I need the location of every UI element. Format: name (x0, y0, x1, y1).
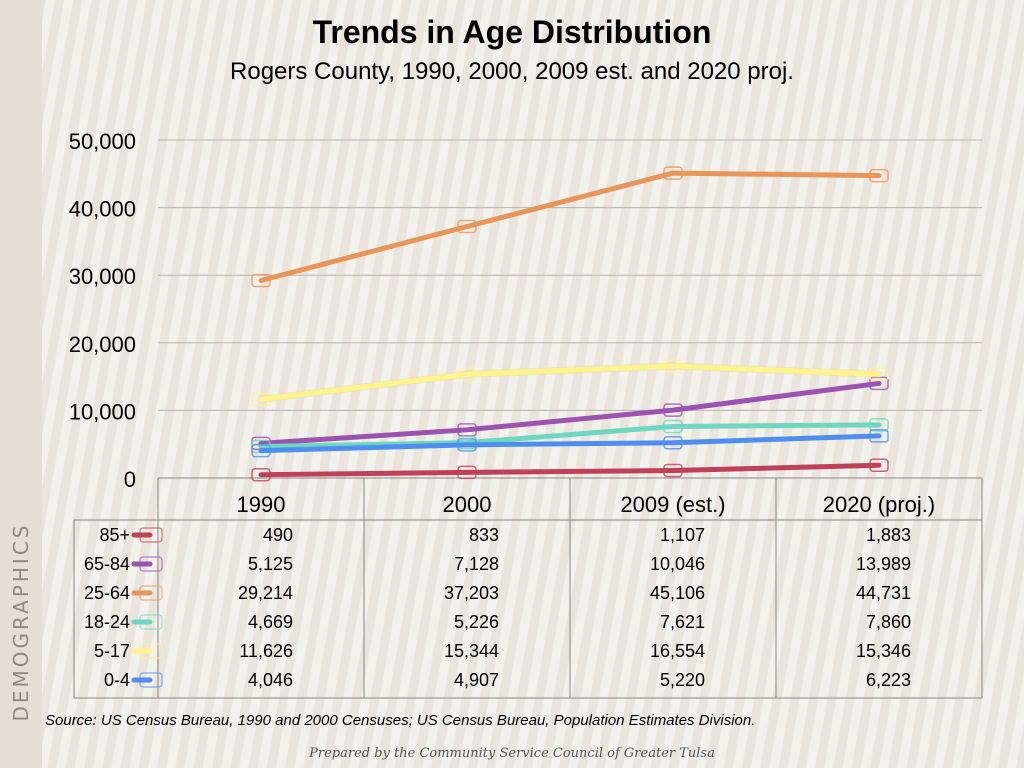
data-marker (251, 443, 271, 458)
series-line (258, 462, 882, 478)
table-value: 13,989 (856, 554, 911, 574)
table-value: 1,107 (660, 525, 705, 545)
data-marker (251, 467, 271, 482)
legend-label: 65-84 (84, 554, 130, 574)
y-tick-label: 30,000 (69, 264, 136, 289)
table-value: 15,346 (856, 641, 911, 661)
data-marker (663, 419, 683, 434)
y-tick-label: 0 (124, 467, 136, 492)
data-marker (663, 403, 683, 417)
legend-label: 18-24 (84, 612, 130, 632)
source-note: Source: US Census Bureau, 1990 and 2000 … (45, 712, 756, 729)
table-value: 37,203 (444, 583, 499, 603)
legend-marker (139, 614, 163, 630)
table-value: 5,226 (454, 612, 499, 632)
table-value: 4,046 (248, 670, 293, 690)
data-marker (663, 359, 683, 373)
table-value: 6,223 (866, 670, 911, 690)
y-tick-label: 50,000 (69, 129, 136, 154)
data-marker (663, 463, 683, 478)
data-marker (251, 273, 271, 288)
table-value: 29,214 (238, 583, 293, 603)
data-marker (251, 392, 271, 407)
table-value: 7,621 (660, 612, 705, 632)
series-line (258, 380, 882, 446)
legend-label: 25-64 (84, 583, 130, 603)
data-marker (663, 435, 683, 450)
data-marker (869, 458, 889, 473)
data-marker (869, 367, 889, 382)
table-value: 10,046 (650, 554, 705, 574)
table-value: 45,106 (650, 583, 705, 603)
category-label: 2009 (est.) (620, 492, 725, 517)
table-value: 15,344 (444, 641, 499, 661)
legend-marker (139, 527, 163, 543)
y-tick-label: 40,000 (69, 197, 136, 222)
table-value: 4,669 (248, 612, 293, 632)
data-marker (457, 219, 477, 234)
legend-label: 5-17 (94, 641, 130, 661)
data-marker (457, 423, 477, 437)
series-line (258, 170, 882, 284)
legend-marker (139, 672, 163, 688)
table-value: 16,554 (650, 641, 705, 661)
table-value: 490 (263, 525, 293, 545)
legend-marker (139, 556, 163, 572)
table-value: 4,907 (454, 670, 499, 690)
legend-marker (139, 585, 163, 601)
chart-title: Trends in Age Distribution (312, 14, 712, 50)
data-marker (457, 367, 477, 382)
data-marker (457, 438, 477, 452)
data-marker (869, 429, 889, 443)
data-marker (663, 166, 683, 180)
series-line (258, 433, 882, 454)
data-marker (869, 168, 889, 183)
chart-subtitle: Rogers County, 1990, 2000, 2009 est. and… (230, 58, 794, 85)
y-tick-label: 20,000 (69, 332, 136, 357)
legend-marker (139, 643, 163, 659)
prepared-by-note: Prepared by the Community Service Counci… (309, 746, 715, 761)
legend-label: 85+ (99, 525, 130, 545)
category-label: 2020 (proj.) (823, 492, 936, 517)
table-value: 833 (469, 525, 499, 545)
table-value: 11,626 (239, 641, 293, 661)
series-line (258, 363, 882, 402)
category-label: 1990 (237, 492, 286, 517)
table-value: 44,731 (856, 583, 911, 603)
table-value: 5,220 (660, 670, 705, 690)
category-label: 2000 (443, 492, 492, 517)
legend-label: 0-4 (104, 670, 130, 690)
table-value: 7,860 (866, 612, 911, 632)
data-marker (457, 465, 477, 480)
table-value: 1,883 (866, 525, 911, 545)
sidebar: DEMOGRAPHICS (0, 0, 42, 768)
data-marker (869, 418, 889, 432)
table-value: 5,125 (248, 554, 293, 574)
line-chart: 0 10,000 20,000 30,000 40,000 50,000 1990 2000 2… (69, 129, 983, 699)
y-tick-label: 10,000 (69, 399, 136, 424)
series-line (258, 422, 882, 449)
table-value: 7,128 (454, 554, 499, 574)
